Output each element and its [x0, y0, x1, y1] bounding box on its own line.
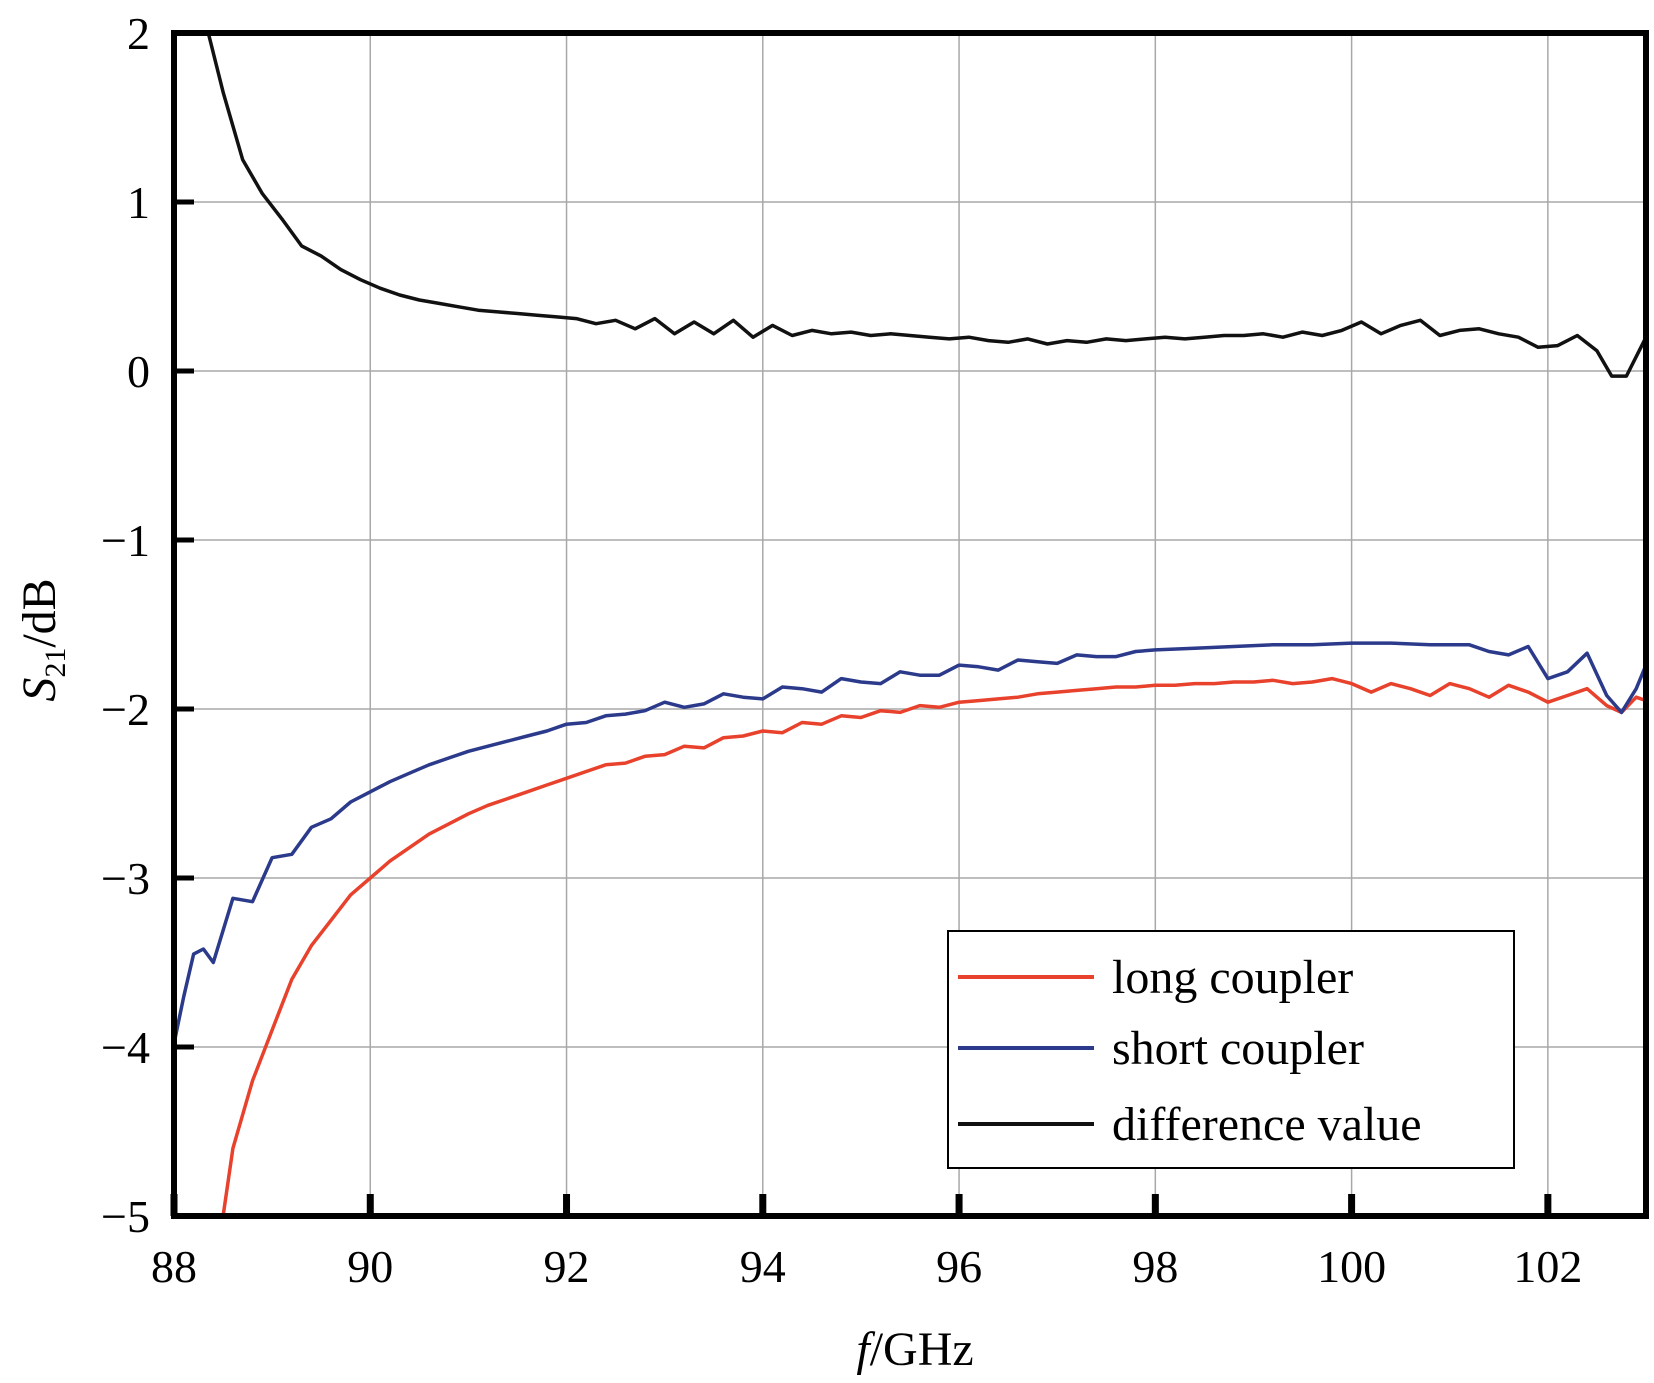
- x-tick-label-2: 92: [544, 1241, 590, 1292]
- y-tick-label-1: 1: [127, 177, 150, 228]
- x-tick-label-5: 98: [1132, 1241, 1178, 1292]
- x-tick-label-6: 100: [1317, 1241, 1386, 1292]
- x-axis-label: f/GHz: [856, 1323, 973, 1376]
- y-axis-label-unit: /dB: [13, 578, 66, 647]
- y-axis-label-main: S: [13, 678, 66, 702]
- y-tick-label-3: −1: [101, 515, 150, 566]
- x-tick-label-7: 102: [1513, 1241, 1582, 1292]
- y-tick-label-7: −5: [101, 1191, 150, 1242]
- series-layer: [174, 33, 1646, 1216]
- y-tick-label-2: 0: [127, 346, 150, 397]
- legend-label-long-coupler: long coupler: [1112, 951, 1353, 1004]
- y-axis-label-sub: 21: [39, 648, 72, 678]
- x-tick-label-3: 94: [740, 1241, 786, 1292]
- x-tick-label-1: 90: [347, 1241, 393, 1292]
- y-tick-label-4: −2: [101, 684, 150, 735]
- x-axis-label-unit: /GHz: [870, 1323, 974, 1376]
- legend: long coupler short coupler difference va…: [947, 930, 1515, 1169]
- x-tick-labels: 88 90 92 94 96 98 100 102: [151, 1241, 1582, 1292]
- tick-marks: [170, 30, 1552, 1219]
- x-tick-label-4: 96: [936, 1241, 982, 1292]
- plot-frame: [171, 30, 1649, 1219]
- y-tick-label-0: 2: [127, 8, 150, 59]
- series-line-difference-value: [206, 33, 1646, 378]
- series-line-short-coupler: [174, 641, 1646, 1044]
- y-tick-label-6: −4: [101, 1022, 150, 1073]
- y-tick-labels: 2 1 0 −1 −2 −3 −4 −5: [101, 8, 150, 1242]
- legend-label-difference-value: difference value: [1112, 1098, 1422, 1151]
- series-line-long-coupler: [221, 676, 1646, 1216]
- y-tick-label-5: −3: [101, 853, 150, 904]
- legend-label-short-coupler: short coupler: [1112, 1022, 1364, 1075]
- x-tick-label-0: 88: [151, 1241, 197, 1292]
- y-axis-label: S21/dB: [13, 578, 72, 701]
